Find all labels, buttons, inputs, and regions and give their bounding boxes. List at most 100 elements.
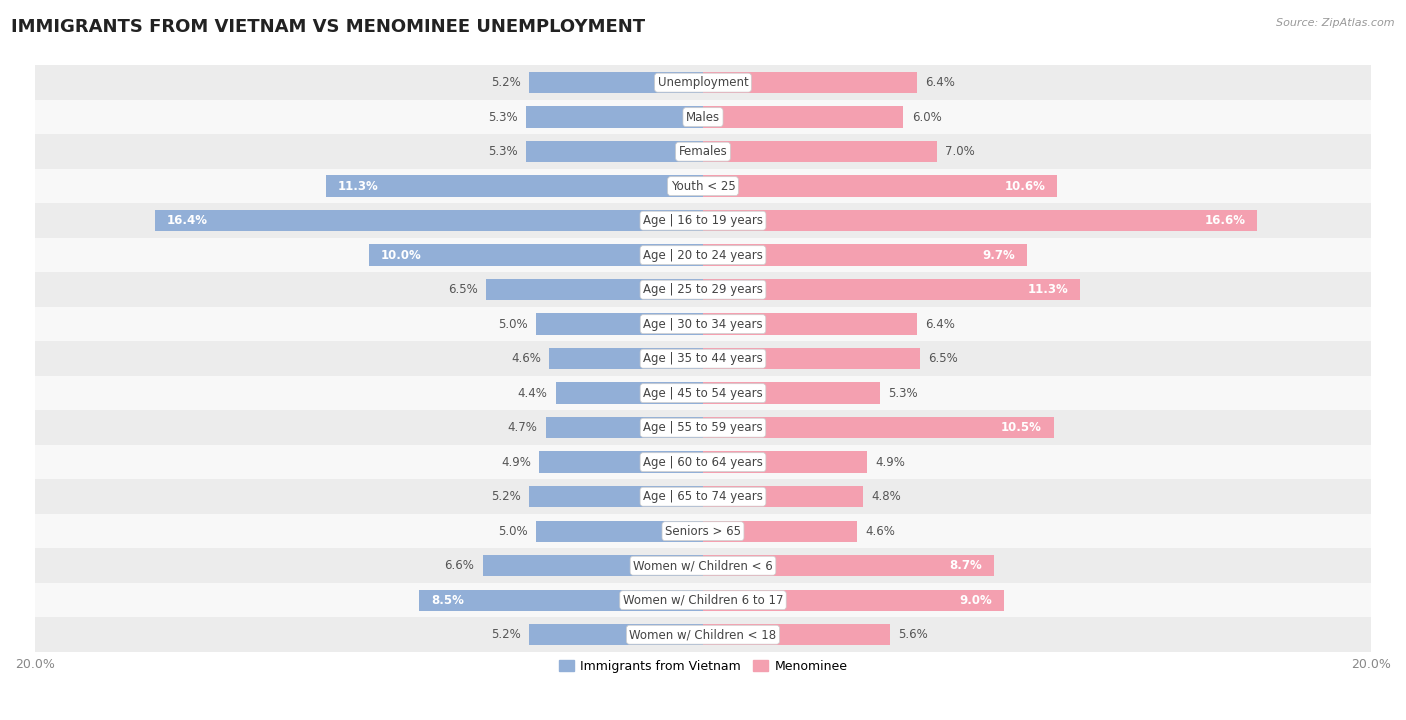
Text: 10.6%: 10.6% xyxy=(1004,180,1046,193)
Text: Age | 35 to 44 years: Age | 35 to 44 years xyxy=(643,352,763,365)
Bar xyxy=(703,555,994,577)
Text: Males: Males xyxy=(686,111,720,124)
Bar xyxy=(703,107,904,128)
Bar xyxy=(35,445,1371,480)
Bar xyxy=(550,348,703,369)
Text: Age | 60 to 64 years: Age | 60 to 64 years xyxy=(643,456,763,469)
Bar xyxy=(35,100,1371,135)
Bar xyxy=(482,555,703,577)
Text: 5.0%: 5.0% xyxy=(498,525,527,538)
Text: 5.3%: 5.3% xyxy=(488,145,517,158)
Text: 4.8%: 4.8% xyxy=(872,490,901,503)
Text: 4.4%: 4.4% xyxy=(517,387,548,400)
Text: 10.5%: 10.5% xyxy=(1001,421,1042,434)
Text: 4.9%: 4.9% xyxy=(875,456,905,469)
Bar xyxy=(546,417,703,438)
Bar xyxy=(540,451,703,473)
Bar xyxy=(703,348,920,369)
Text: 5.2%: 5.2% xyxy=(491,629,522,642)
Text: Women w/ Children < 18: Women w/ Children < 18 xyxy=(630,629,776,642)
Text: Seniors > 65: Seniors > 65 xyxy=(665,525,741,538)
Text: Age | 20 to 24 years: Age | 20 to 24 years xyxy=(643,248,763,261)
Bar xyxy=(35,272,1371,307)
Bar xyxy=(35,135,1371,169)
Text: 16.4%: 16.4% xyxy=(167,214,208,228)
Bar xyxy=(703,624,890,645)
Bar xyxy=(326,176,703,197)
Text: 6.5%: 6.5% xyxy=(928,352,959,365)
Text: Age | 16 to 19 years: Age | 16 to 19 years xyxy=(643,214,763,228)
Bar xyxy=(703,141,936,162)
Bar xyxy=(35,410,1371,445)
Bar xyxy=(703,486,863,508)
Bar xyxy=(35,480,1371,514)
Bar xyxy=(486,279,703,300)
Bar xyxy=(35,204,1371,238)
Bar xyxy=(35,66,1371,100)
Text: 5.0%: 5.0% xyxy=(498,318,527,330)
Text: 8.7%: 8.7% xyxy=(949,559,981,572)
Bar xyxy=(35,376,1371,410)
Text: 9.7%: 9.7% xyxy=(983,248,1015,261)
Bar xyxy=(35,583,1371,618)
Text: 9.0%: 9.0% xyxy=(959,594,993,607)
Text: Age | 45 to 54 years: Age | 45 to 54 years xyxy=(643,387,763,400)
Text: Source: ZipAtlas.com: Source: ZipAtlas.com xyxy=(1277,18,1395,28)
Bar xyxy=(703,210,1257,231)
Text: Youth < 25: Youth < 25 xyxy=(671,180,735,193)
Bar xyxy=(35,549,1371,583)
Text: 6.0%: 6.0% xyxy=(911,111,942,124)
Text: 4.6%: 4.6% xyxy=(865,525,894,538)
Bar xyxy=(419,590,703,611)
Bar xyxy=(703,72,917,94)
Bar xyxy=(526,141,703,162)
Bar xyxy=(35,618,1371,652)
Text: IMMIGRANTS FROM VIETNAM VS MENOMINEE UNEMPLOYMENT: IMMIGRANTS FROM VIETNAM VS MENOMINEE UNE… xyxy=(11,18,645,36)
Bar xyxy=(35,514,1371,549)
Legend: Immigrants from Vietnam, Menominee: Immigrants from Vietnam, Menominee xyxy=(554,655,852,678)
Bar xyxy=(529,486,703,508)
Bar xyxy=(555,382,703,404)
Text: 8.5%: 8.5% xyxy=(430,594,464,607)
Text: 4.6%: 4.6% xyxy=(512,352,541,365)
Bar xyxy=(155,210,703,231)
Text: 6.4%: 6.4% xyxy=(925,76,955,89)
Bar xyxy=(536,521,703,542)
Text: Females: Females xyxy=(679,145,727,158)
Bar xyxy=(703,417,1053,438)
Text: 11.3%: 11.3% xyxy=(337,180,378,193)
Bar xyxy=(536,313,703,335)
Text: Age | 25 to 29 years: Age | 25 to 29 years xyxy=(643,283,763,296)
Text: 11.3%: 11.3% xyxy=(1028,283,1069,296)
Text: 4.9%: 4.9% xyxy=(501,456,531,469)
Text: 5.3%: 5.3% xyxy=(889,387,918,400)
Text: 6.6%: 6.6% xyxy=(444,559,474,572)
Text: Age | 55 to 59 years: Age | 55 to 59 years xyxy=(643,421,763,434)
Text: Age | 30 to 34 years: Age | 30 to 34 years xyxy=(643,318,763,330)
Text: 6.5%: 6.5% xyxy=(447,283,478,296)
Bar xyxy=(703,521,856,542)
Bar xyxy=(703,279,1080,300)
Text: Age | 65 to 74 years: Age | 65 to 74 years xyxy=(643,490,763,503)
Text: 5.2%: 5.2% xyxy=(491,490,522,503)
Text: 16.6%: 16.6% xyxy=(1205,214,1246,228)
Bar xyxy=(35,169,1371,204)
Bar xyxy=(526,107,703,128)
Bar xyxy=(35,238,1371,272)
Text: Women w/ Children 6 to 17: Women w/ Children 6 to 17 xyxy=(623,594,783,607)
Bar xyxy=(703,313,917,335)
Text: 5.3%: 5.3% xyxy=(488,111,517,124)
Text: 4.7%: 4.7% xyxy=(508,421,537,434)
Bar xyxy=(529,624,703,645)
Text: 7.0%: 7.0% xyxy=(945,145,974,158)
Text: 6.4%: 6.4% xyxy=(925,318,955,330)
Bar xyxy=(703,590,1004,611)
Text: 5.2%: 5.2% xyxy=(491,76,522,89)
Text: 10.0%: 10.0% xyxy=(381,248,422,261)
Bar xyxy=(368,245,703,266)
Bar xyxy=(35,341,1371,376)
Text: Women w/ Children < 6: Women w/ Children < 6 xyxy=(633,559,773,572)
Bar xyxy=(703,451,866,473)
Bar xyxy=(35,307,1371,341)
Bar xyxy=(529,72,703,94)
